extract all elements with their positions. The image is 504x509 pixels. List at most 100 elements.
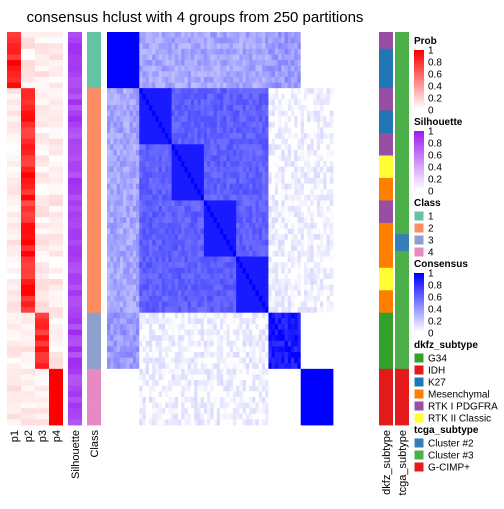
- consensus-cell: [190, 138, 195, 145]
- consensus-cell: [197, 419, 202, 426]
- consensus-cell: [129, 32, 134, 39]
- consensus-cell: [203, 301, 208, 308]
- consensus-cell: [168, 301, 172, 308]
- consensus-cell: [291, 335, 295, 342]
- consensus-cell: [184, 228, 189, 235]
- consensus-cell: [197, 368, 202, 375]
- consensus-cell: [291, 133, 295, 140]
- consensus-cell: [294, 211, 298, 218]
- consensus-cell: [194, 256, 198, 263]
- consensus-cell: [210, 133, 214, 140]
- consensus-cell: [326, 301, 331, 308]
- consensus-cell: [284, 295, 289, 302]
- consensus-cell: [323, 312, 327, 319]
- consensus-cell: [142, 161, 147, 168]
- consensus-cell: [107, 385, 111, 392]
- consensus-cell: [194, 183, 198, 190]
- consensus-cell: [232, 177, 237, 184]
- consensus-cell: [255, 155, 260, 162]
- consensus-cell: [252, 211, 256, 218]
- consensus-cell: [255, 363, 260, 370]
- consensus-cell: [229, 110, 234, 117]
- consensus-cell: [294, 71, 298, 78]
- consensus-cell: [326, 279, 331, 286]
- consensus-cell: [261, 245, 266, 252]
- consensus-cell: [113, 295, 118, 302]
- consensus-cell: [223, 65, 227, 72]
- consensus-cell: [207, 312, 211, 319]
- consensus-cell: [249, 262, 253, 269]
- consensus-cell: [320, 144, 324, 151]
- consensus-cell: [110, 267, 114, 274]
- consensus-cell: [245, 138, 250, 145]
- consensus-cell: [187, 104, 192, 111]
- consensus-cell: [158, 267, 163, 274]
- consensus-cell: [129, 37, 134, 44]
- consensus-cell: [129, 144, 134, 151]
- consensus-cell: [190, 211, 195, 218]
- consensus-cell: [239, 234, 243, 241]
- consensus-cell: [258, 396, 263, 403]
- consensus-cell: [223, 295, 227, 302]
- consensus-cell: [268, 43, 273, 50]
- consensus-cell: [165, 138, 169, 145]
- consensus-cell: [303, 380, 308, 387]
- consensus-cell: [165, 374, 169, 381]
- consensus-cell: [116, 419, 121, 426]
- consensus-cell: [278, 323, 282, 330]
- consensus-cell: [119, 71, 124, 78]
- consensus-cell: [203, 71, 208, 78]
- consensus-cell: [303, 138, 308, 145]
- consensus-cell: [265, 133, 269, 140]
- consensus-cell: [187, 155, 192, 162]
- consensus-cell: [236, 335, 240, 342]
- consensus-cell: [329, 133, 334, 140]
- consensus-cell: [129, 374, 134, 381]
- consensus-cell: [152, 352, 156, 359]
- consensus-cell: [268, 54, 273, 61]
- consensus-cell: [223, 76, 227, 83]
- consensus-cell: [136, 323, 140, 330]
- consensus-cell: [239, 155, 243, 162]
- consensus-cell: [291, 408, 295, 415]
- consensus-cell: [136, 346, 140, 353]
- consensus-cell: [245, 222, 250, 229]
- consensus-cell: [129, 177, 134, 184]
- consensus-cell: [291, 323, 295, 330]
- consensus-cell: [284, 312, 289, 319]
- consensus-cell: [119, 250, 124, 257]
- consensus-cell: [155, 116, 160, 123]
- consensus-cell: [113, 144, 118, 151]
- consensus-cell: [113, 385, 118, 392]
- consensus-cell: [207, 76, 211, 83]
- consensus-cell: [165, 121, 169, 128]
- consensus-cell: [320, 149, 324, 156]
- consensus-cell: [252, 194, 256, 201]
- consensus-cell: [178, 211, 182, 218]
- consensus-cell: [174, 408, 179, 415]
- consensus-cell: [265, 149, 269, 156]
- consensus-cell: [242, 301, 247, 308]
- consensus-cell: [265, 48, 269, 55]
- consensus-cell: [258, 357, 263, 364]
- consensus-cell: [281, 262, 285, 269]
- consensus-cell: [110, 177, 114, 184]
- consensus-cell: [161, 329, 166, 336]
- consensus-cell: [190, 166, 195, 173]
- consensus-cell: [329, 413, 334, 420]
- consensus-cell: [158, 408, 163, 415]
- consensus-cell: [239, 194, 243, 201]
- consensus-cell: [113, 363, 118, 370]
- consensus-cell: [213, 267, 218, 274]
- consensus-cell: [184, 76, 189, 83]
- prob-cell: [7, 239, 21, 246]
- consensus-cell: [110, 65, 114, 72]
- consensus-cell: [184, 54, 189, 61]
- consensus-cell: [323, 206, 327, 213]
- consensus-cell: [155, 206, 160, 213]
- consensus-cell: [145, 391, 150, 398]
- consensus-cell: [310, 149, 315, 156]
- consensus-cell: [190, 279, 195, 286]
- consensus-cell: [268, 385, 273, 392]
- consensus-cell: [297, 312, 302, 319]
